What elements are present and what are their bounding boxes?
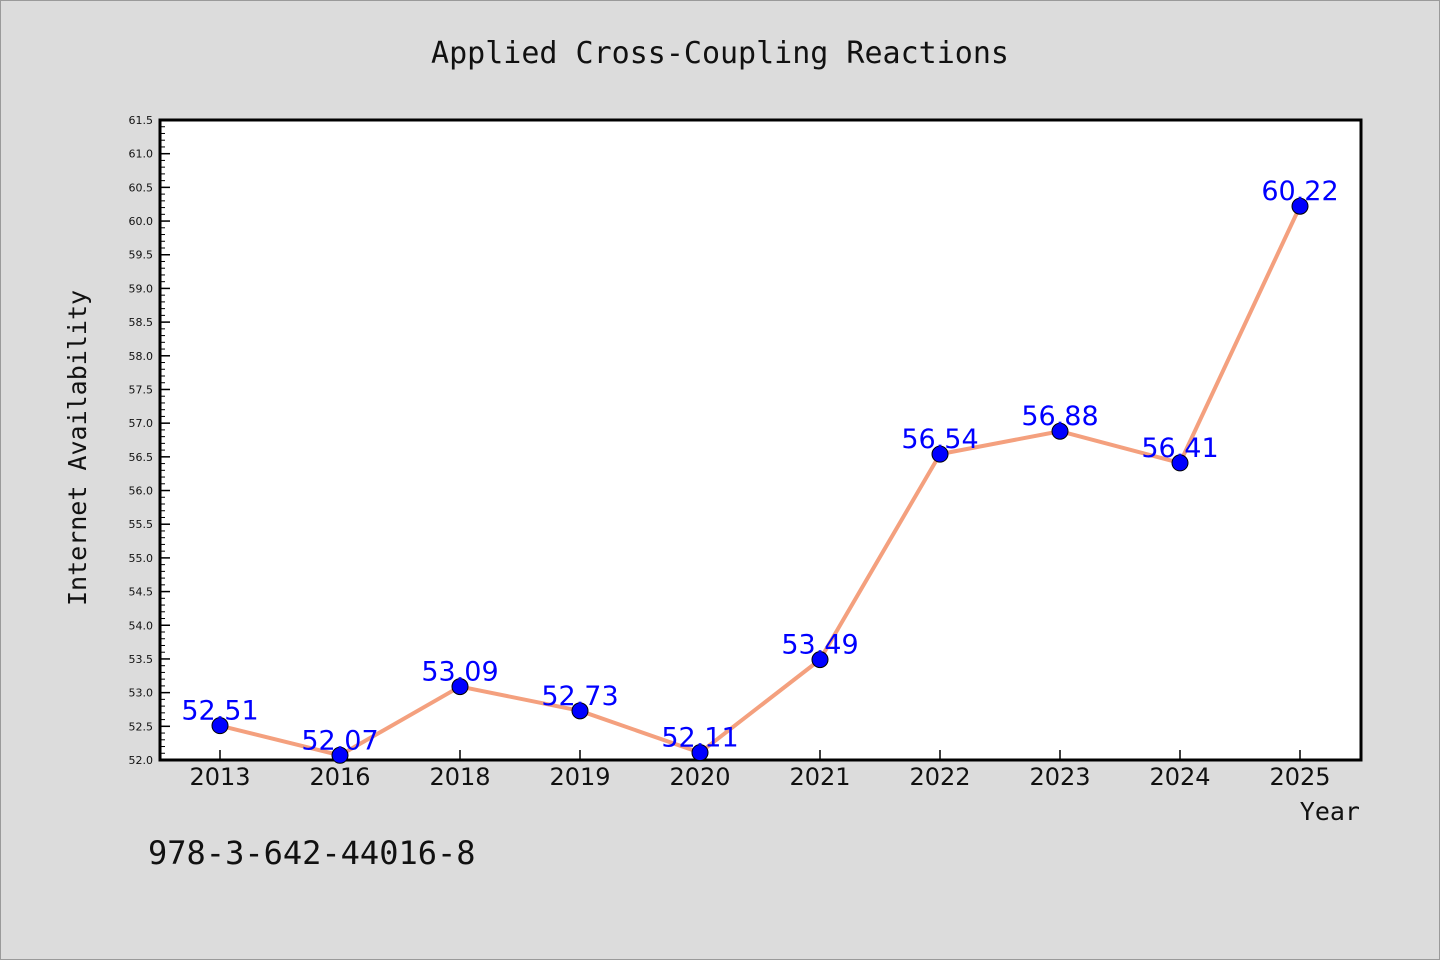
y-tick-label: 61.0 — [129, 148, 154, 161]
data-point — [211, 717, 229, 735]
x-tick-label: 2021 — [789, 763, 850, 791]
y-tick-label: 52.5 — [129, 720, 154, 733]
y-tick-label: 60.5 — [129, 181, 154, 194]
y-axis: 52.0 52.5 53.0 53.5 54.0 54.5 55.0 55.5 56.0 56.5… — [129, 114, 170, 767]
y-tick-label: 54.5 — [129, 586, 154, 599]
x-axis: 2013 2016 2018 2019 2020 2021 2022 2023 2024 2025 — [189, 750, 1331, 791]
data-label: 56.54 — [901, 424, 978, 455]
series-line — [218, 204, 1302, 758]
data-point — [1291, 197, 1309, 215]
x-tick-label: 2023 — [1029, 763, 1090, 791]
data-point — [691, 744, 709, 762]
x-tick-label: 2013 — [189, 763, 250, 791]
data-label: 53.09 — [421, 657, 498, 688]
chart-title: Applied Cross-Coupling Reactions — [431, 36, 1009, 71]
x-tick-label: 2018 — [429, 763, 490, 791]
data-point — [1051, 422, 1069, 440]
data-label: 52.07 — [301, 725, 378, 756]
y-tick-label: 58.5 — [129, 316, 154, 329]
y-tick-label: 54.0 — [129, 619, 154, 632]
isbn-footer: 978-3-642-44016-8 — [148, 834, 476, 872]
data-label: 52.11 — [661, 723, 738, 754]
x-tick-label: 2025 — [1269, 763, 1330, 791]
data-label: 60.22 — [1261, 176, 1338, 207]
data-point — [331, 746, 349, 764]
y-tick-label: 55.5 — [129, 518, 154, 531]
data-point — [811, 651, 829, 669]
data-label: 53.49 — [781, 630, 858, 661]
y-tick-label: 59.0 — [129, 282, 154, 295]
y-axis-label: Internet Availability — [63, 290, 92, 606]
data-label: 56.88 — [1021, 401, 1098, 432]
data-labels: 52.51 52.07 53.09 52.73 52.11 53.49 56.54 56.88… — [181, 176, 1338, 756]
y-tick-label: 56.0 — [129, 485, 154, 498]
y-tick-label: 57.5 — [129, 383, 154, 396]
data-point — [931, 445, 949, 463]
x-tick-label: 2024 — [1149, 763, 1210, 791]
y-tick-label: 57.0 — [129, 417, 154, 430]
x-tick-label: 2022 — [909, 763, 970, 791]
x-tick-label: 2016 — [309, 763, 370, 791]
data-point — [451, 678, 469, 696]
y-tick-label: 56.5 — [129, 451, 154, 464]
y-tick-label: 59.5 — [129, 249, 154, 262]
data-label: 52.73 — [541, 681, 618, 712]
y-tick-label: 53.0 — [129, 687, 154, 700]
x-axis-label: Year — [1300, 797, 1360, 826]
y-tick-label: 61.5 — [129, 114, 154, 127]
y-tick-label: 60.0 — [129, 215, 154, 228]
data-point — [1171, 454, 1189, 472]
data-label: 52.51 — [181, 696, 258, 727]
y-tick-label: 58.0 — [129, 350, 154, 363]
x-tick-label: 2020 — [669, 763, 730, 791]
y-tick-label: 52.0 — [129, 754, 154, 767]
x-tick-label: 2019 — [549, 763, 610, 791]
y-tick-label: 53.5 — [129, 653, 154, 666]
data-label: 56.41 — [1141, 433, 1218, 464]
plot-area — [158, 118, 1363, 762]
data-point — [571, 702, 589, 720]
series-group — [211, 197, 1309, 764]
y-tick-label: 55.0 — [129, 552, 154, 565]
